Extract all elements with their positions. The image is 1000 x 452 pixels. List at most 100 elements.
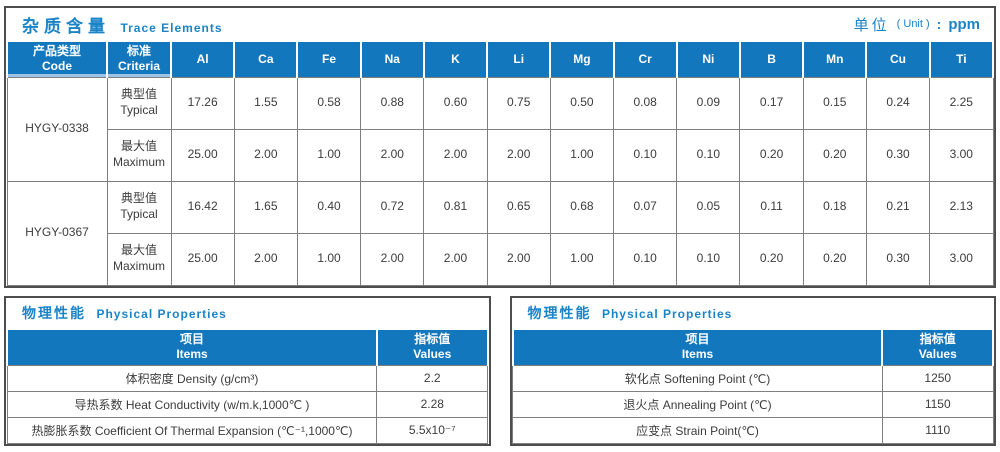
header-element-cr: Cr	[612, 40, 678, 78]
header-items: 项目 Items	[511, 328, 884, 366]
section-title-cn: 物理性能	[22, 305, 86, 321]
pp-header-row: 项目 Items 指标值 Values	[511, 328, 994, 366]
header-element-al: Al	[169, 40, 236, 78]
value-cell: 2.25	[929, 76, 994, 130]
value-cell: 2.00	[423, 232, 488, 286]
value-cell: 0.81	[423, 180, 488, 234]
value-cell: 0.30	[865, 232, 931, 286]
physical-left-table: 项目 Items 指标值 Values 体积密度 Density (g/cm³)…	[6, 328, 489, 444]
value-cell: 17.26	[170, 76, 235, 130]
physical-right-table: 项目 Items 指标值 Values 软化点 Softening Point …	[511, 328, 995, 444]
table-row: 软化点 Softening Point (℃) 1250	[512, 364, 994, 392]
table-row: HYGY-0367 典型值 Typical 16.42 1.65 0.40 0.…	[6, 180, 994, 286]
trace-elements-table: 产品类型 Code 标准 Criteria Al Ca Fe Na K Li M…	[6, 40, 995, 286]
value-cell: 2.00	[486, 128, 551, 182]
value-cell: 0.88	[360, 76, 425, 130]
criteria-cn: 最大值	[120, 139, 157, 154]
value-cell: 25.00	[170, 232, 235, 286]
header-element-k: K	[422, 40, 489, 78]
header-items-cn: 项目	[179, 332, 204, 347]
header-criteria-cn: 标准	[126, 44, 151, 59]
value-cell: 1250	[881, 364, 994, 392]
value-cell: 0.30	[865, 128, 931, 182]
value-cell: 0.10	[613, 128, 678, 182]
criteria-cell: 最大值 Maximum	[106, 128, 172, 182]
table-row: 最大值 Maximum 25.00 2.00 1.00 2.00 2.00 2.…	[7, 128, 994, 182]
section-title: 杂质含量 Trace Elements	[22, 12, 223, 37]
value-cell: 2.00	[233, 232, 298, 286]
header-criteria: 标准 Criteria	[106, 40, 172, 78]
product-code-cell: HYGY-0338	[6, 76, 108, 182]
product-code-cell: HYGY-0367	[6, 180, 108, 286]
value-cell: 0.21	[865, 180, 931, 234]
header-element-ca: Ca	[233, 40, 299, 78]
value-cell: 2.13	[929, 180, 994, 234]
header-product-code-en: Code	[42, 59, 72, 74]
pp-header-row: 项目 Items 指标值 Values	[6, 328, 489, 366]
header-element-mn: Mn	[802, 40, 868, 78]
value-cell: 2.00	[233, 128, 298, 182]
value-cell: 0.10	[676, 232, 741, 286]
header-values-en: Values	[413, 347, 452, 362]
header-element-li: Li	[486, 40, 552, 78]
table-row: 导热系数 Heat Conductivity (w/m.k,1000℃ ) 2.…	[6, 390, 488, 418]
value-cell: 2.00	[360, 232, 425, 286]
item-cell: 应变点 Strain Point(℃)	[512, 416, 883, 444]
value-cell: 0.58	[296, 76, 362, 130]
table-row: 热膨胀系数 Coefficient Of Thermal Expansion (…	[6, 416, 488, 444]
item-cell: 热膨胀系数 Coefficient Of Thermal Expansion (…	[6, 416, 378, 444]
physical-properties-row: 物理性能 Physical Properties 项目 Items 指标值 Va…	[4, 296, 996, 446]
value-cell: 2.2	[376, 364, 488, 392]
value-cell: 0.72	[360, 180, 425, 234]
section-title-en: Trace Elements	[120, 20, 223, 35]
value-cell: 0.18	[802, 180, 867, 234]
criteria-cell: 典型值 Typical	[106, 76, 172, 130]
value-cell: 0.24	[865, 76, 931, 130]
unit-en: ( Unit )	[896, 18, 930, 30]
table-row: HYGY-0338 典型值 Typical 17.26 1.55 0.58 0.…	[6, 76, 994, 182]
criteria-en: Maximum	[112, 259, 165, 273]
value-cell: 0.11	[739, 180, 804, 234]
value-cell: 16.42	[170, 180, 235, 234]
value-cell: 0.65	[486, 180, 551, 234]
value-cell: 0.20	[802, 128, 867, 182]
value-cell: 0.10	[676, 128, 741, 182]
value-cell: 0.50	[549, 76, 615, 130]
value-cell: 1.00	[549, 128, 615, 182]
header-items: 项目 Items	[6, 328, 378, 366]
item-cell: 体积密度 Density (g/cm³)	[6, 364, 378, 392]
header-values-en: Values	[918, 347, 957, 362]
header-values: 指标值 Values	[375, 328, 489, 366]
value-cell: 0.17	[739, 76, 804, 130]
header-criteria-en: Criteria	[117, 59, 161, 74]
value-cell: 5.5x10⁻⁷	[376, 416, 488, 444]
header-product-code-cn: 产品类型	[32, 44, 81, 59]
unit-label: 单位 ( Unit ) : ppm	[854, 14, 980, 35]
criteria-cn: 典型值	[120, 87, 157, 102]
unit-cn: 单位	[853, 16, 890, 34]
header-element-na: Na	[359, 40, 425, 78]
criteria-cell: 典型值 Typical	[106, 180, 172, 234]
item-cell: 软化点 Softening Point (℃)	[512, 364, 883, 392]
section-title-en: Physical Properties	[96, 307, 227, 321]
table-row: 应变点 Strain Point(℃) 1110	[512, 416, 994, 444]
value-cell: 2.00	[360, 128, 425, 182]
value-cell: 0.60	[423, 76, 488, 130]
header-values: 指标值 Values	[881, 328, 994, 366]
value-cell: 0.10	[613, 232, 678, 286]
section-title: 物理性能 Physical Properties	[528, 303, 733, 323]
section-title-cn: 物理性能	[527, 305, 592, 321]
value-cell: 2.00	[486, 232, 551, 286]
section-title-cn: 杂质含量	[22, 16, 110, 36]
table-row: 退火点 Annealing Point (℃) 1150	[512, 390, 994, 418]
value-cell: 1.65	[233, 180, 298, 234]
trace-elements-section: 杂质含量 Trace Elements 单位 ( Unit ) : ppm 产品…	[4, 6, 996, 288]
value-cell: 0.05	[676, 180, 741, 234]
header-product-code: 产品类型 Code	[6, 40, 108, 78]
table-row: 最大值 Maximum 25.00 2.00 1.00 2.00 2.00 2.…	[7, 232, 994, 286]
header-items-en: Items	[681, 347, 714, 362]
header-values-cn: 指标值	[414, 332, 451, 347]
criteria-cn: 典型值	[120, 191, 157, 206]
item-cell: 导热系数 Heat Conductivity (w/m.k,1000℃ )	[6, 390, 378, 418]
value-cell: 25.00	[170, 128, 235, 182]
